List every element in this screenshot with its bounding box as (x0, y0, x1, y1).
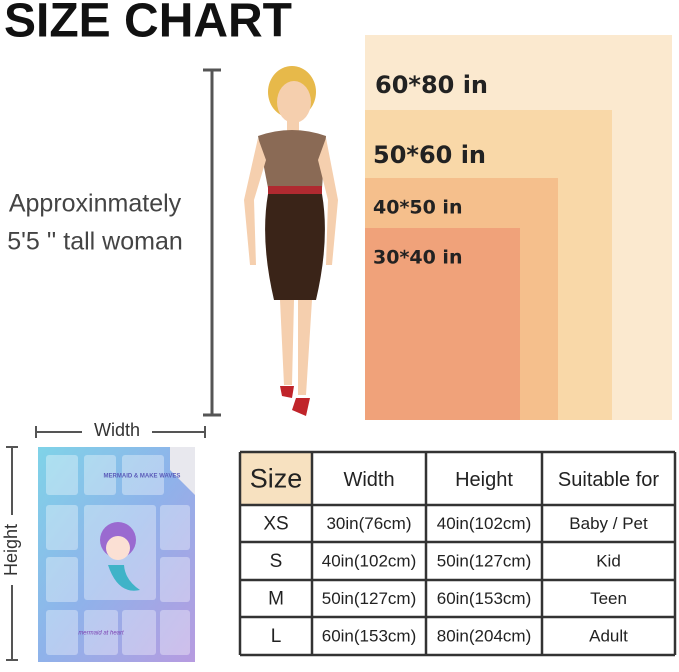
blanket (38, 447, 195, 662)
table-cell: 50in(127cm) (322, 589, 417, 608)
header-cell-bg (240, 452, 312, 505)
table-cell: Teen (590, 589, 627, 608)
table-cell: Baby / Pet (569, 514, 648, 533)
size-table: Size Width Height Suitable for XS 30in(76cm) 4… (238, 450, 677, 657)
header-cell: Size (250, 464, 303, 494)
table-cell: 50in(127cm) (437, 551, 532, 570)
height-label: Height (1, 524, 21, 576)
blanket-text: MERMAID & MAKE WAVES (104, 474, 181, 480)
table-cell: XS (263, 514, 288, 535)
header-cell: Height (455, 469, 513, 491)
size-label: 30*40 in (373, 247, 462, 269)
header-cell: Suitable for (558, 469, 660, 491)
size-label: 60*80 in (375, 71, 488, 99)
woman-note: 5'5 '' tall woman (7, 228, 183, 256)
label-bg (2, 515, 22, 585)
woman-figure (244, 66, 338, 416)
table-cell: 30in(76cm) (326, 514, 411, 533)
label-bg (82, 420, 152, 442)
title: SIZE CHART (4, 0, 292, 48)
width-label: Width (94, 420, 140, 440)
size-rect (365, 228, 520, 420)
table-cell: 60in(153cm) (437, 589, 532, 608)
table-cell: M (268, 589, 284, 610)
table-cell: 40in(102cm) (437, 514, 532, 533)
header-cell: Width (343, 469, 394, 491)
table-cell: 40in(102cm) (322, 551, 417, 570)
table-cell: Kid (596, 551, 621, 570)
table-cell: 80in(204cm) (437, 626, 532, 645)
table-cell: Adult (589, 626, 628, 645)
table-cell: S (270, 551, 283, 572)
size-label: 40*50 in (373, 197, 462, 219)
size-label: 50*60 in (373, 141, 486, 169)
blanket-text: mermaid at heart (78, 631, 124, 637)
height-indicator (203, 68, 221, 417)
table-cell: L (271, 626, 282, 647)
woman-note: Approxinmately (9, 190, 182, 218)
table-cell: 60in(153cm) (322, 626, 417, 645)
